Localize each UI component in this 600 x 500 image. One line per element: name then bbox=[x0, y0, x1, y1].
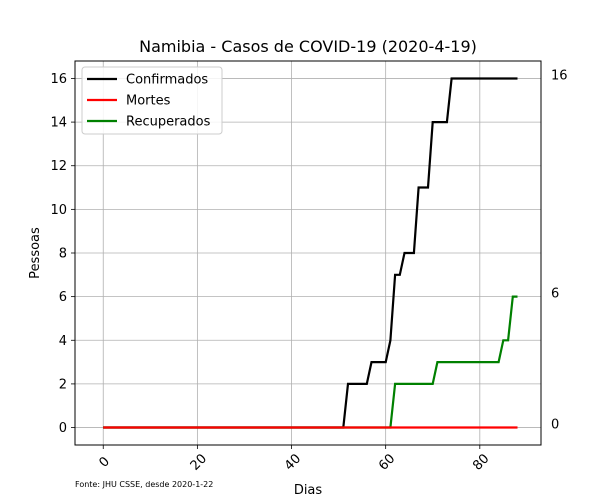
x-tick-label: 40 bbox=[282, 451, 304, 473]
y-tick-label: 8 bbox=[59, 247, 67, 262]
x-tick-label: 20 bbox=[188, 451, 210, 473]
legend-box bbox=[81, 66, 223, 135]
legend-items: Confirmados Mortes Recuperados bbox=[87, 73, 211, 130]
series-lines bbox=[103, 77, 518, 429]
right-value-label: 0 bbox=[551, 418, 559, 433]
y-tick-label: 14 bbox=[50, 116, 67, 131]
x-axis-label: Dias bbox=[294, 483, 323, 498]
y-tick-label: 2 bbox=[59, 377, 67, 392]
x-tick-label: 60 bbox=[376, 451, 398, 473]
x-tick-label: 80 bbox=[470, 451, 492, 473]
right-value-label: 6 bbox=[551, 287, 559, 302]
legend: Confirmados Mortes Recuperados bbox=[81, 66, 223, 135]
series-line-confirmados bbox=[103, 77, 518, 429]
source-note: Fonte: JHU CSSE, desde 2020-1-22 bbox=[75, 480, 213, 489]
y-tick-label: 4 bbox=[59, 334, 67, 349]
legend-entry: Confirmados bbox=[126, 73, 208, 88]
y-tick-label: 16 bbox=[50, 72, 67, 87]
y-tick-label: 12 bbox=[50, 159, 67, 174]
y-tick-label: 10 bbox=[50, 203, 67, 218]
right-value-label: 16 bbox=[551, 68, 568, 83]
y-tick-label: 0 bbox=[59, 421, 67, 436]
y-tick-label: 6 bbox=[59, 290, 67, 305]
legend-entry: Mortes bbox=[126, 94, 171, 109]
legend-entry: Recuperados bbox=[126, 115, 211, 130]
series-line-recuperados bbox=[103, 295, 518, 429]
y-axis-label: Pessoas bbox=[28, 227, 43, 279]
x-tick-label: 0 bbox=[97, 454, 113, 470]
chart-title: Namibia - Casos de COVID-19 (2020-4-19) bbox=[139, 37, 477, 56]
